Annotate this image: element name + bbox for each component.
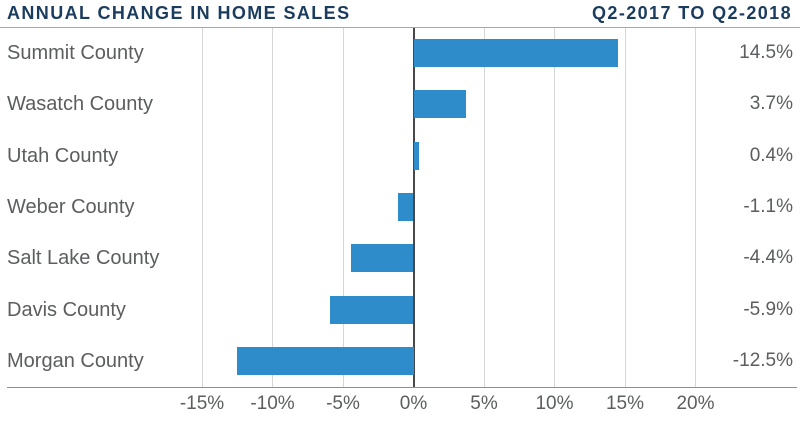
header-divider-line (0, 27, 800, 28)
bar-salt-lake-county (351, 244, 414, 273)
x-tick-label--5pct: -5% (326, 393, 360, 414)
x-tick-label-10pct: 10% (535, 393, 574, 414)
row-label-morgan-county: Morgan County (7, 350, 144, 373)
row-label-utah-county: Utah County (7, 144, 119, 167)
bar-summit-county (413, 38, 618, 67)
chart-title: ANNUAL CHANGE IN HOME SALES (7, 3, 351, 23)
bar-davis-county (330, 295, 414, 324)
x-tick-label--15pct: -15% (179, 393, 225, 414)
value-label-weber-county: -1.1% (743, 196, 793, 217)
gridline--10pct (272, 28, 273, 387)
value-label-wasatch-county: 3.7% (749, 93, 793, 115)
bar-wasatch-county (413, 90, 466, 119)
x-tick-label-5pct: 5% (470, 393, 498, 414)
row-label-davis-county: Davis County (7, 298, 126, 321)
gridline-20pct (695, 28, 696, 387)
gridline-5pct (483, 28, 485, 387)
value-label-salt-lake-county: -4.4% (743, 247, 793, 269)
value-label-morgan-county: -12.5% (732, 350, 793, 372)
row-label-summit-county: Summit County (7, 41, 144, 64)
value-label-summit-county: 14.5% (739, 41, 793, 63)
x-tick-label-20pct: 20% (676, 393, 715, 414)
row-label-salt-lake-county: Salt Lake County (7, 247, 160, 270)
bar-utah-county (413, 141, 420, 170)
gridline--5pct (342, 28, 344, 387)
x-tick-label--10pct: -10% (250, 393, 295, 414)
value-label-utah-county: 0.4% (749, 144, 793, 166)
bar-weber-county (397, 193, 414, 221)
gridline-15pct (624, 28, 626, 387)
gridline-10pct (554, 28, 555, 387)
bar-morgan-county (237, 347, 414, 376)
chart-period: Q2-2017 TO Q2-2018 (592, 3, 792, 23)
gridline--15pct (201, 28, 203, 387)
x-tick-label-15pct: 15% (605, 393, 645, 414)
value-label-davis-county: -5.9% (743, 298, 793, 320)
row-label-weber-county: Weber County (7, 196, 135, 218)
x-tick-label-0pct: 0% (399, 393, 428, 414)
row-label-wasatch-county: Wasatch County (7, 93, 153, 116)
zero-axis-line (412, 28, 415, 387)
x-axis-line (7, 387, 797, 388)
